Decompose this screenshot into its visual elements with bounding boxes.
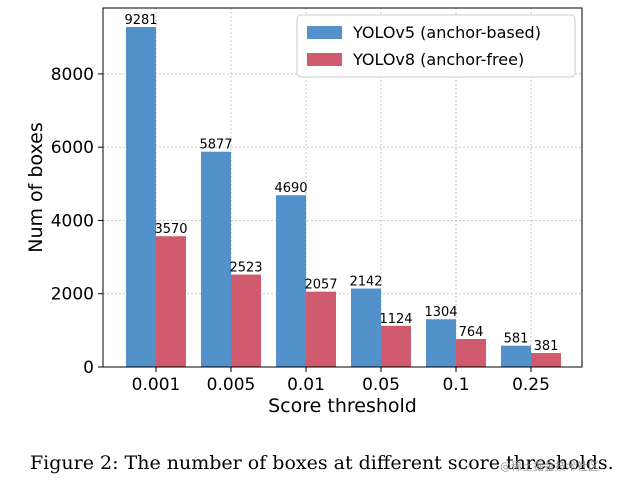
watermark: @稀土掘金技术社区 bbox=[500, 460, 599, 473]
bar-value-label: 4690 bbox=[274, 181, 307, 196]
bar-value-label: 2523 bbox=[229, 261, 262, 276]
legend-box bbox=[296, 14, 576, 78]
bars bbox=[126, 27, 561, 367]
legend-label: YOLOv5 (anchor-based) bbox=[352, 23, 541, 42]
legend-swatch bbox=[307, 26, 342, 39]
bar bbox=[501, 345, 531, 367]
bar-value-label: 381 bbox=[534, 339, 559, 354]
legend: YOLOv5 (anchor-based) YOLOv8 (anchor-free… bbox=[296, 14, 576, 78]
x-axis-title: Score threshold bbox=[268, 395, 417, 417]
bar-value-label: 764 bbox=[459, 325, 484, 340]
x-tick-label: 0.01 bbox=[287, 375, 325, 395]
y-tick-label: 2000 bbox=[51, 285, 94, 305]
plot-frame bbox=[102, 7, 583, 368]
y-tick-label: 6000 bbox=[51, 138, 94, 158]
bar-value-label: 581 bbox=[504, 332, 529, 347]
x-tick-label: 0.005 bbox=[207, 375, 256, 395]
bar bbox=[456, 339, 486, 367]
bar bbox=[306, 291, 336, 367]
bar bbox=[231, 274, 261, 367]
figure-caption: Figure 2: The number of boxes at differe… bbox=[30, 452, 614, 474]
bar-value-label: 1304 bbox=[424, 305, 457, 320]
x-tick-label: 0.05 bbox=[362, 375, 400, 395]
bar-value-label: 9281 bbox=[124, 13, 157, 28]
bar bbox=[126, 27, 156, 367]
axis-ticks: 0 2000 4000 6000 8000 0.001 0.005 0.01 0.05 0.1 0.… bbox=[51, 65, 550, 395]
bar bbox=[381, 325, 411, 367]
y-axis-title: Num of boxes bbox=[25, 122, 47, 253]
legend-swatch bbox=[307, 53, 342, 66]
bar-value-label: 1124 bbox=[379, 312, 412, 327]
x-tick-label: 0.1 bbox=[442, 375, 469, 395]
y-tick-label: 0 bbox=[83, 358, 94, 378]
bar-value-label: 5877 bbox=[199, 138, 232, 153]
bar-value-label: 3570 bbox=[154, 222, 187, 237]
bar-value-labels: 9281 5877 4690 2142 1304 581 3570 2523 2057 1124 7… bbox=[124, 13, 558, 354]
bar bbox=[426, 319, 456, 367]
bar bbox=[531, 353, 561, 367]
legend-label: YOLOv8 (anchor-free) bbox=[352, 50, 524, 69]
x-tick-label: 0.001 bbox=[132, 375, 181, 395]
bar-chart: 9281 5877 4690 2142 1304 581 3570 2523 2057 1124 7… bbox=[25, 7, 583, 417]
y-tick-label: 8000 bbox=[51, 65, 94, 85]
bar-value-label: 2057 bbox=[304, 278, 337, 293]
bar bbox=[276, 195, 306, 367]
x-tick-label: 0.25 bbox=[512, 375, 550, 395]
bar bbox=[156, 236, 186, 367]
bar bbox=[351, 288, 381, 367]
bar bbox=[201, 151, 231, 367]
y-tick-label: 4000 bbox=[51, 211, 94, 231]
bar-value-label: 2142 bbox=[349, 275, 382, 290]
